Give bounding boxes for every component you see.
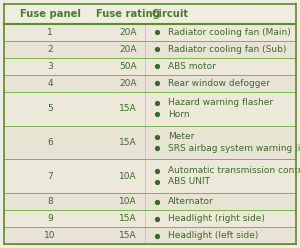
Text: 10: 10 <box>44 231 56 240</box>
Text: 15A: 15A <box>119 231 137 240</box>
Text: 10A: 10A <box>119 197 137 206</box>
Text: Circuit: Circuit <box>152 9 189 19</box>
Text: Horn: Horn <box>168 110 190 119</box>
Text: 9: 9 <box>47 214 53 223</box>
Bar <box>4 75 296 92</box>
Text: 5: 5 <box>47 104 53 113</box>
Text: 20A: 20A <box>119 79 137 88</box>
Bar <box>4 227 296 244</box>
Text: Alternator: Alternator <box>168 197 214 206</box>
Text: 20A: 20A <box>119 45 137 54</box>
Text: ABS motor: ABS motor <box>168 62 216 71</box>
Text: 10A: 10A <box>119 172 137 181</box>
Text: 8: 8 <box>47 197 53 206</box>
Text: 1: 1 <box>47 28 53 37</box>
Bar <box>4 193 296 210</box>
Bar <box>4 92 296 125</box>
Text: 15A: 15A <box>119 214 137 223</box>
Text: Rear window defogger: Rear window defogger <box>168 79 270 88</box>
Bar <box>4 159 296 193</box>
Bar <box>4 41 296 58</box>
Text: 15A: 15A <box>119 104 137 113</box>
Text: 15A: 15A <box>119 138 137 147</box>
Text: Automatic transmission control unit: Automatic transmission control unit <box>168 166 300 175</box>
Bar <box>4 125 296 159</box>
Text: Headlight (right side): Headlight (right side) <box>168 214 265 223</box>
Bar <box>4 24 296 41</box>
Text: 3: 3 <box>47 62 53 71</box>
Text: Hazard warning flasher: Hazard warning flasher <box>168 98 273 107</box>
Text: Radiator cooling fan (Main): Radiator cooling fan (Main) <box>168 28 291 37</box>
Text: 4: 4 <box>47 79 53 88</box>
Text: 20A: 20A <box>119 28 137 37</box>
Text: 7: 7 <box>47 172 53 181</box>
Text: 50A: 50A <box>119 62 137 71</box>
Bar <box>4 58 296 75</box>
Text: SRS airbag system warning light: SRS airbag system warning light <box>168 144 300 153</box>
Bar <box>4 4 296 24</box>
Text: ABS UNIT: ABS UNIT <box>168 178 210 186</box>
Text: 2: 2 <box>47 45 53 54</box>
Text: Fuse panel: Fuse panel <box>20 9 80 19</box>
Text: Headlight (left side): Headlight (left side) <box>168 231 258 240</box>
Bar <box>4 210 296 227</box>
Text: Fuse rating: Fuse rating <box>96 9 160 19</box>
Text: Radiator cooling fan (Sub): Radiator cooling fan (Sub) <box>168 45 286 54</box>
Text: 6: 6 <box>47 138 53 147</box>
Text: Meter: Meter <box>168 132 194 141</box>
